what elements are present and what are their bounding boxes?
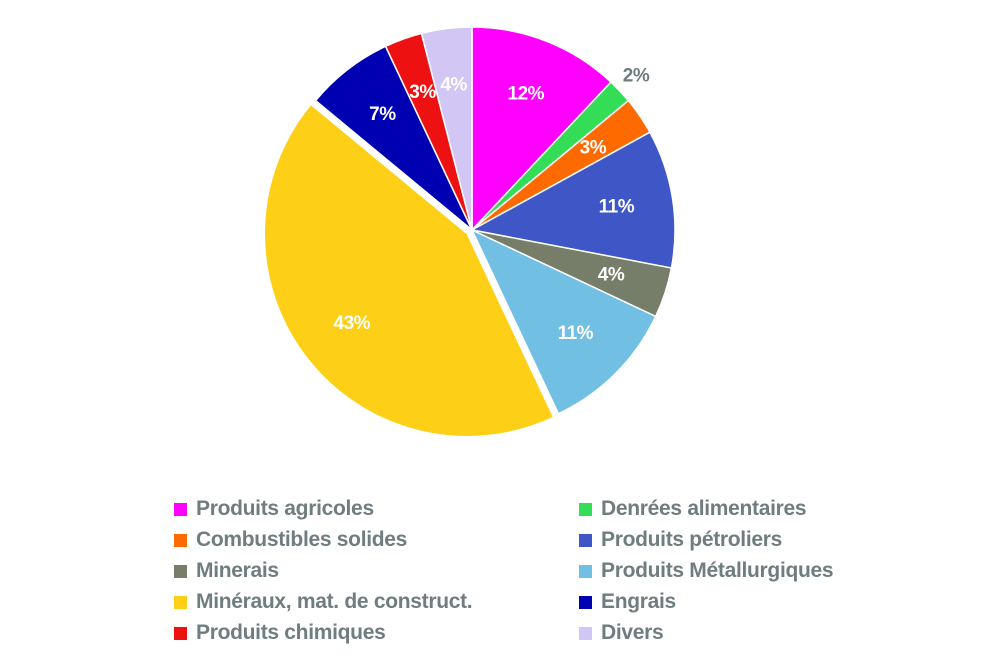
legend-label: Minéraux, mat. de construct. (196, 590, 473, 613)
pie-slice-6 (263, 103, 555, 438)
pie-slice-0 (471, 26, 613, 232)
legend-swatch (174, 564, 187, 578)
pie-slice-9 (420, 26, 473, 231)
legend-item: Divers (579, 618, 894, 648)
slice-label-1: 2% (623, 65, 650, 86)
slice-label-8: 3% (409, 82, 436, 103)
legend-item: Minerais (174, 556, 579, 586)
slice-label-5: 11% (558, 323, 594, 344)
legend-label: Produits Métallurgiques (601, 559, 834, 582)
legend-swatch (174, 595, 187, 609)
slice-label-7: 7% (369, 104, 396, 125)
slice-label-2: 3% (580, 137, 607, 158)
legend-swatch (174, 502, 187, 516)
legend-item: Produits pétroliers (579, 525, 894, 555)
legend-swatch (579, 626, 592, 640)
legend-item: Denrées alimentaires (579, 494, 894, 524)
legend-swatch (579, 502, 592, 516)
pie-slice-5 (470, 228, 657, 415)
legend-item: Minéraux, mat. de construct. (174, 587, 579, 617)
legend-item: Produits chimiques (174, 618, 579, 648)
legend-swatch (174, 626, 187, 640)
slice-label-6: 43% (334, 313, 371, 334)
legend-item: Engrais (579, 587, 894, 617)
legend-item: Combustibles solides (174, 525, 579, 555)
legend-swatch (579, 564, 592, 578)
legend-label: Denrées alimentaires (601, 497, 807, 520)
slice-label-9: 4% (440, 74, 467, 95)
pie-slice-3 (469, 131, 676, 269)
legend-label: Produits chimiques (196, 621, 386, 644)
legend-item: Produits Métallurgiques (579, 556, 894, 586)
legend-swatch (579, 595, 592, 609)
chart-legend: Produits agricoles Denrées alimentaires Co… (174, 494, 894, 648)
legend-swatch (174, 533, 187, 547)
legend-swatch (579, 533, 592, 547)
legend-label: Minerais (196, 559, 279, 582)
legend-label: Engrais (601, 590, 676, 613)
slice-label-3: 11% (599, 197, 635, 218)
legend-label: Produits agricoles (196, 497, 374, 520)
legend-label: Divers (601, 621, 664, 644)
pie-chart-plot: 12%2%3%11%4%11%43%7%3% 4% (263, 26, 676, 438)
legend-label: Combustibles solides (196, 528, 408, 551)
legend-item: Produits agricoles (174, 494, 579, 524)
slice-label-0: 12% (508, 84, 545, 105)
slice-label-4: 4% (598, 265, 625, 286)
legend-label: Produits pétroliers (601, 528, 783, 551)
